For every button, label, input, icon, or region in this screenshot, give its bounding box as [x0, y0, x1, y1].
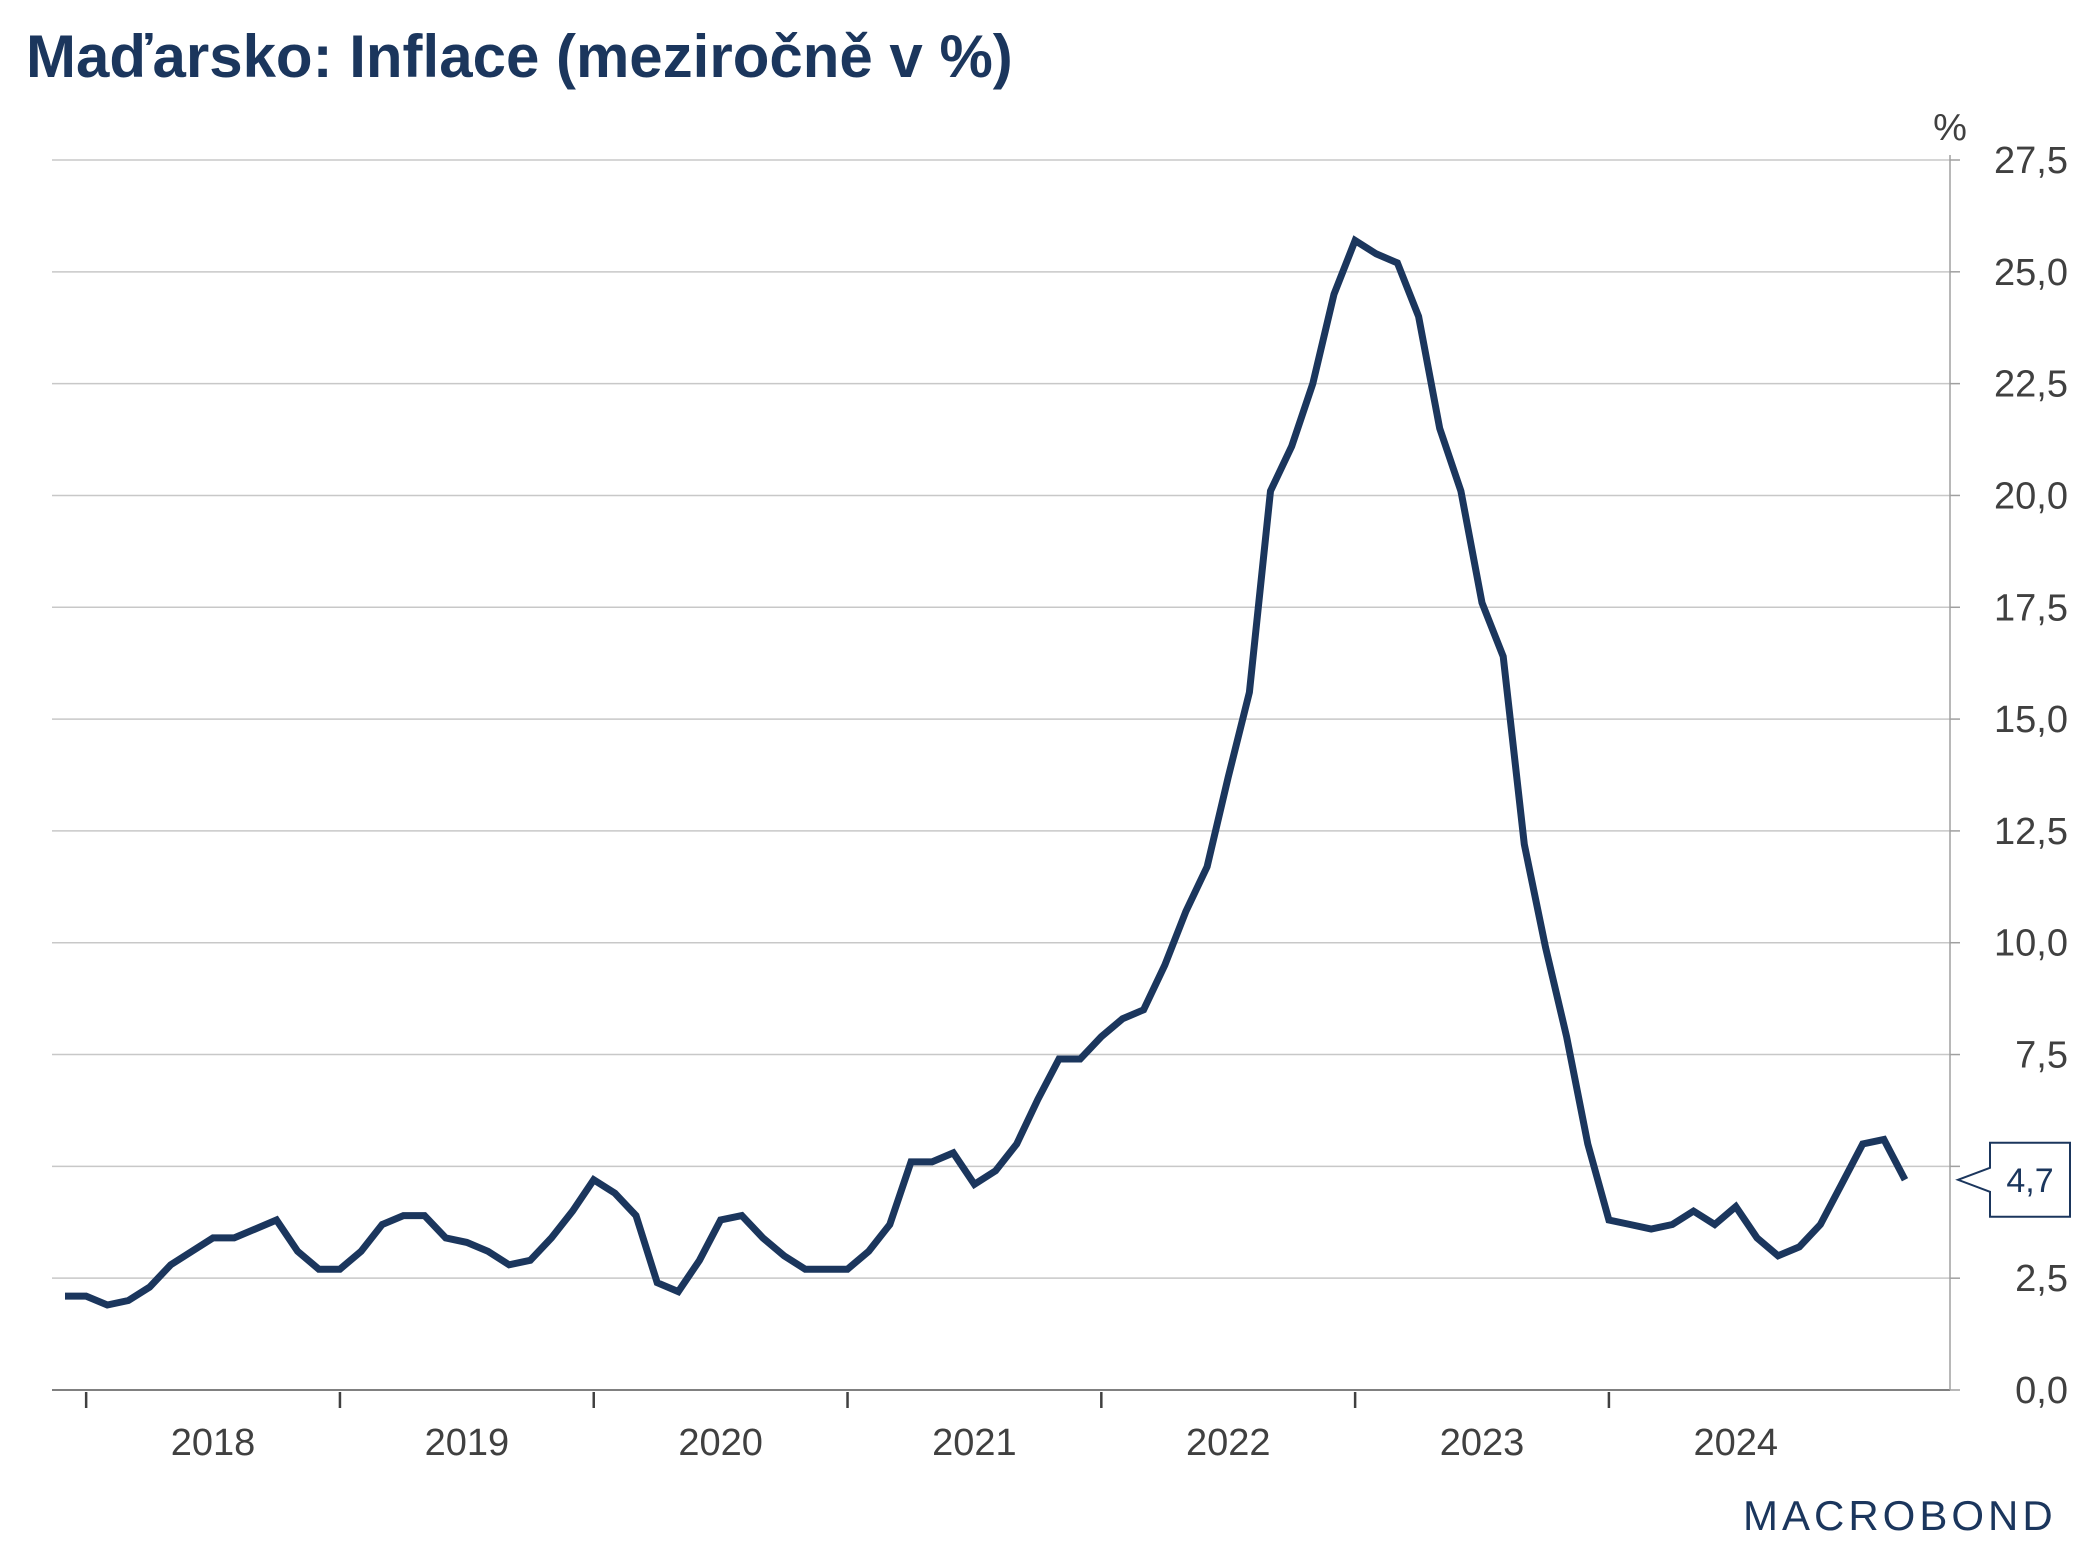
y-tick-label: 2,5	[2015, 1258, 2068, 1300]
y-tick-label: 10,0	[1994, 923, 2068, 965]
chart-title: Maďarsko: Inflace (meziročně v %)	[26, 23, 1013, 90]
macrobond-logo-text: MACROBOND	[1743, 1492, 2057, 1539]
y-tick-label: 25,0	[1994, 252, 2068, 294]
y-tick-label: 17,5	[1994, 587, 2068, 629]
y-tick-label: 22,5	[1994, 364, 2068, 406]
x-tick-label: 2022	[1186, 1422, 1271, 1464]
callout-value: 4,7	[2006, 1162, 2053, 1200]
x-tick-label: 2018	[171, 1422, 256, 1464]
inflation-series-line	[65, 235, 1909, 1309]
y-tick-label: 27,5	[1994, 140, 2068, 182]
y-tick-label: 20,0	[1994, 475, 2068, 517]
x-tick-label: 2021	[932, 1422, 1017, 1464]
y-tick-label: 7,5	[2015, 1035, 2068, 1077]
x-tick-label: 2019	[425, 1422, 510, 1464]
gridlines	[52, 159, 1950, 1391]
x-tick-label: 2023	[1440, 1422, 1525, 1464]
y-tick-label: 12,5	[1994, 811, 2068, 853]
x-axis: 2018 2019 2020 2021 2022 2023 2024	[84, 1392, 1779, 1464]
y-tick-label: 0,0	[2015, 1370, 2068, 1412]
series-group	[65, 235, 1909, 1309]
x-tick-label: 2020	[678, 1422, 763, 1464]
callout-box	[1955, 1141, 2071, 1218]
y-axis-unit-label: %	[1933, 107, 1967, 149]
y-axis: 0,0 2,5 7,5 10,0 12,5 15,0 17,5 20,0 22,5 25,0 27,…	[1949, 140, 2068, 1412]
macrobond-logo: MACROBOND	[1743, 1492, 2057, 1539]
last-value-callout: 4,7	[1955, 1141, 2071, 1218]
y-tick-label: 15,0	[1994, 699, 2068, 741]
x-tick-label: 2024	[1694, 1422, 1779, 1464]
